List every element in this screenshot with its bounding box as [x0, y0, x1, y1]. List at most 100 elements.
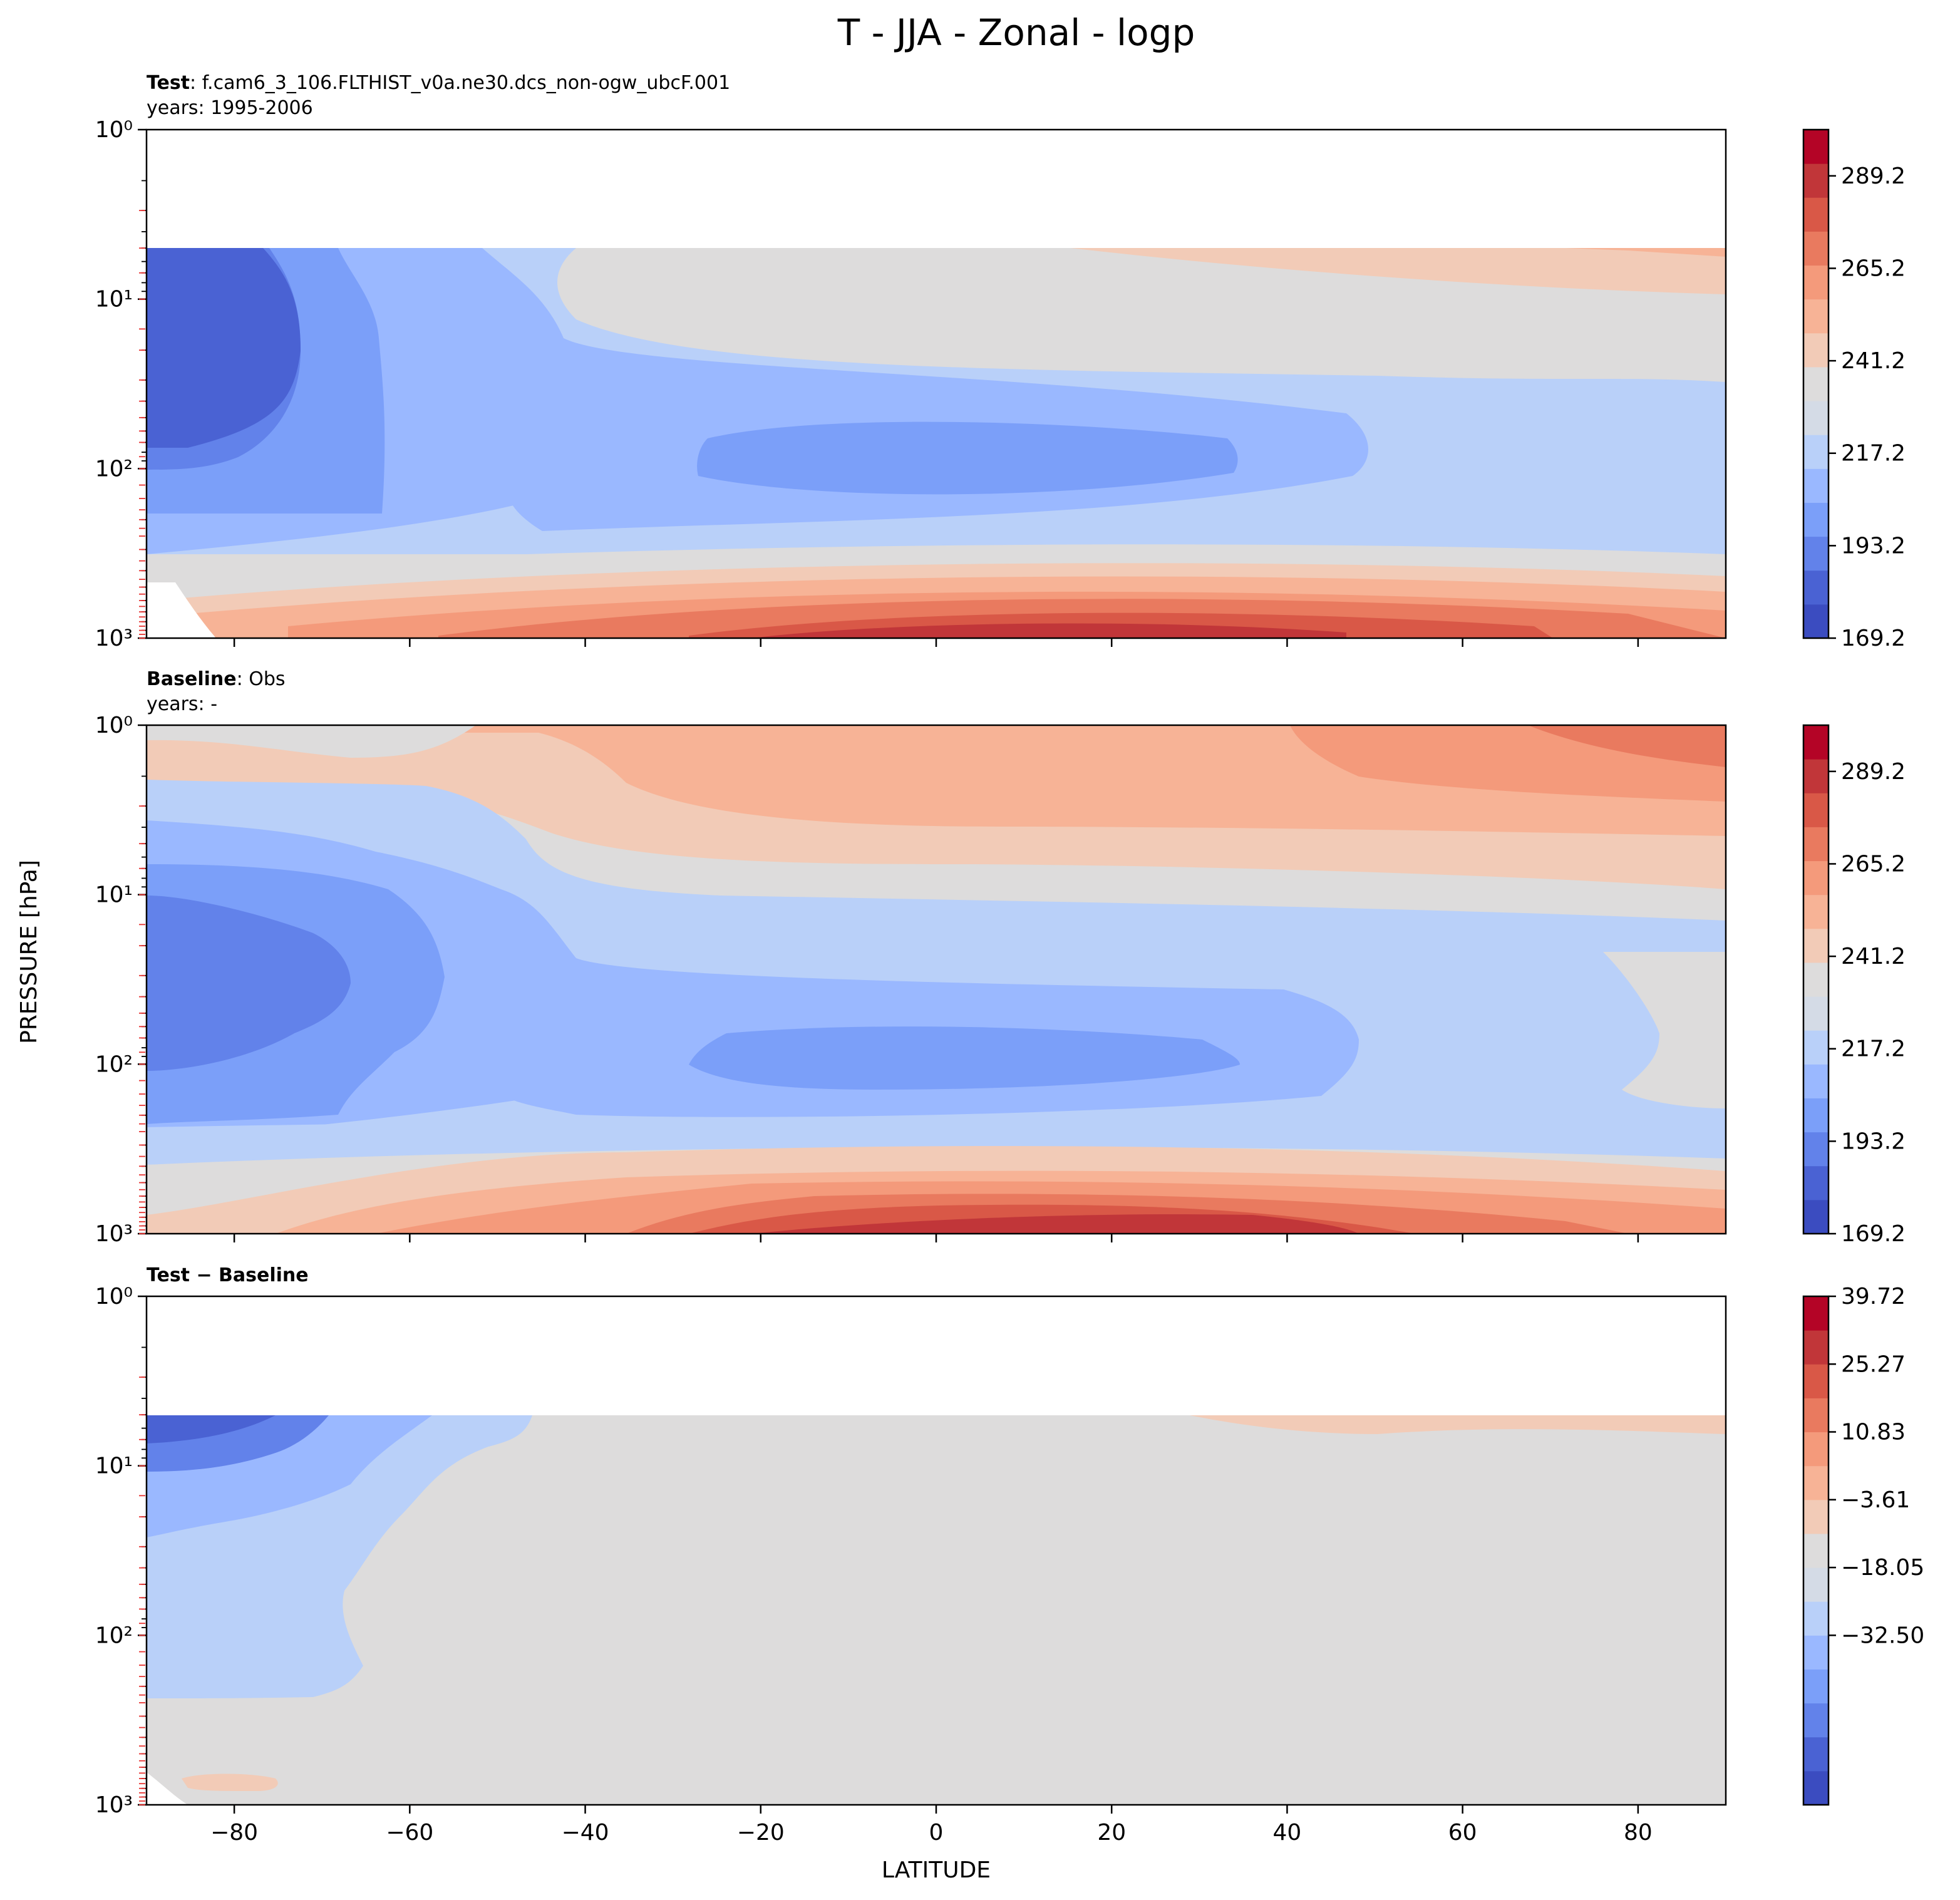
panel-test-years: years: 1995-2006: [147, 97, 313, 119]
y-tick-label: 10¹: [95, 1453, 133, 1479]
contour-band: [1071, 248, 1726, 294]
panel-test-contours: [147, 130, 1726, 638]
colorbar-segment: [1803, 1098, 1828, 1133]
panel-baseline-title: Baseline: Obs: [147, 668, 286, 690]
panel-baseline-years: years: -: [147, 693, 217, 715]
colorbar-segment: [1803, 996, 1828, 1031]
x-tick-label: −80: [210, 1820, 258, 1846]
colorbar-segment: [1803, 1499, 1828, 1534]
panel-test-x-axis: [233, 638, 1639, 647]
colorbar-segment: [1803, 502, 1828, 537]
colorbar-tick-label: 25.27: [1841, 1351, 1906, 1377]
colorbar-tick-label: −18.05: [1841, 1555, 1924, 1581]
panel-baseline-contours: [147, 725, 1726, 1234]
contour-band: [697, 421, 1238, 495]
colorbar-segment: [1803, 1669, 1828, 1704]
panel-difference-title: Test − Baseline: [147, 1264, 309, 1286]
colorbar-segment: [1803, 435, 1828, 469]
contour-band: [1190, 1415, 1726, 1434]
colorbar-segment: [1803, 860, 1828, 896]
colorbar-tick-label: 193.2: [1841, 1128, 1906, 1154]
x-tick-label: 0: [929, 1820, 944, 1846]
panel-baseline-title-text: : Obs: [237, 668, 286, 690]
panel-test-colorbar: 289.2 265.2 241.2 217.2 193.2 169.2: [1802, 128, 1906, 651]
colorbar-tick-label: −32.50: [1841, 1623, 1924, 1648]
colorbar-segment: [1803, 1364, 1828, 1398]
colorbar-segment: [1803, 1296, 1828, 1331]
colorbar-segment: [1803, 725, 1828, 760]
colorbar-segment: [1803, 1064, 1828, 1098]
colorbar-tick-label: 169.2: [1841, 626, 1906, 651]
colorbar-tick-label: 265.2: [1841, 851, 1906, 877]
colorbar-tick-label: 10.83: [1841, 1420, 1906, 1445]
colorbar-segment: [1803, 1533, 1828, 1568]
colorbar-segment: [1803, 333, 1828, 368]
shared-y-axis-label: PRESSURE [hPa]: [16, 860, 42, 1044]
colorbar-segment: [1803, 366, 1828, 401]
panel-difference-x-axis: −80 −60 −40 −20 0 20 40 60 80: [210, 1805, 1653, 1846]
panel-baseline-x-axis: [233, 1234, 1639, 1242]
colorbar-segment: [1803, 1030, 1828, 1065]
colorbar-segment: [1803, 1432, 1828, 1467]
x-tick-label: −20: [737, 1820, 785, 1846]
colorbar-segment: [1803, 793, 1828, 827]
x-tick-label: 20: [1097, 1820, 1126, 1846]
colorbar-segment: [1803, 827, 1828, 862]
colorbar-tick-label: 39.72: [1841, 1284, 1906, 1309]
colorbar-segment: [1803, 130, 1828, 164]
colorbar-segment: [1803, 1737, 1828, 1772]
colorbar-segment: [1803, 1330, 1828, 1365]
colorbar-segment: [1803, 1703, 1828, 1738]
y-tick-label: 10⁰: [95, 117, 133, 143]
panel-baseline-y-axis: 10⁰ 10¹ 10² 10³: [95, 713, 147, 1247]
colorbar-segment: [1803, 231, 1828, 266]
y-tick-label: 10²: [95, 1623, 133, 1648]
colorbar-segment: [1803, 1635, 1828, 1670]
colorbar-segment: [1803, 163, 1828, 198]
colorbar-segment: [1803, 265, 1828, 300]
colorbar-segment: [1803, 1770, 1828, 1805]
y-tick-label: 10³: [95, 1221, 133, 1247]
colorbar-tick-label: −3.61: [1841, 1487, 1910, 1513]
contour-band: [751, 1214, 1359, 1234]
colorbar-segment: [1803, 1398, 1828, 1433]
colorbar-segment: [1803, 1601, 1828, 1636]
contour-band: [147, 248, 301, 448]
y-tick-label: 10⁰: [95, 1284, 133, 1309]
contour-band: [147, 896, 351, 1071]
x-tick-label: −40: [562, 1820, 609, 1846]
panel-test-title-text: : f.cam6_3_106.FLTHIST_v0a.ne30.dcs_non-…: [190, 72, 730, 94]
colorbar-tick-label: 169.2: [1841, 1221, 1906, 1247]
colorbar-tick-label: 217.2: [1841, 1036, 1906, 1062]
y-tick-label: 10³: [95, 626, 133, 651]
colorbar-segment: [1803, 299, 1828, 334]
contour-band: [689, 1026, 1240, 1090]
colorbar-segment: [1803, 570, 1828, 605]
panel-difference-y-axis: 10⁰ 10¹ 10² 10³: [95, 1284, 147, 1818]
colorbar-segment: [1803, 962, 1828, 997]
contour-band: [1528, 725, 1726, 767]
panel-baseline-title-bold: Baseline: [147, 668, 237, 690]
y-tick-label: 10²: [95, 1051, 133, 1077]
panel-baseline: Baseline: Obs years: -: [95, 668, 1906, 1247]
x-tick-label: 40: [1273, 1820, 1302, 1846]
colorbar-segment: [1803, 894, 1828, 929]
colorbar-segment: [1803, 1465, 1828, 1500]
panel-test-title: Test: f.cam6_3_106.FLTHIST_v0a.ne30.dcs_…: [147, 72, 730, 94]
colorbar-tick-label: 265.2: [1841, 256, 1906, 281]
contour-band: [1565, 248, 1726, 257]
colorbar-segment: [1803, 1165, 1828, 1200]
colorbar-segment: [1803, 1132, 1828, 1167]
colorbar-segment: [1803, 468, 1828, 503]
colorbar-tick-label: 289.2: [1841, 759, 1906, 785]
panel-test-y-axis: 10⁰ 10¹ 10² 10³: [95, 117, 147, 651]
panel-baseline-colorbar: 289.2 265.2 241.2 217.2 193.2 169.2: [1802, 724, 1906, 1247]
colorbar-tick-label: 193.2: [1841, 533, 1906, 559]
contour-band: [147, 582, 216, 638]
x-tick-label: 60: [1448, 1820, 1477, 1846]
contour-band: [182, 1774, 278, 1791]
contour-band: [1603, 952, 1726, 1108]
colorbar-segment: [1803, 604, 1828, 639]
figure-title: T - JJA - Zonal - logp: [837, 11, 1195, 54]
